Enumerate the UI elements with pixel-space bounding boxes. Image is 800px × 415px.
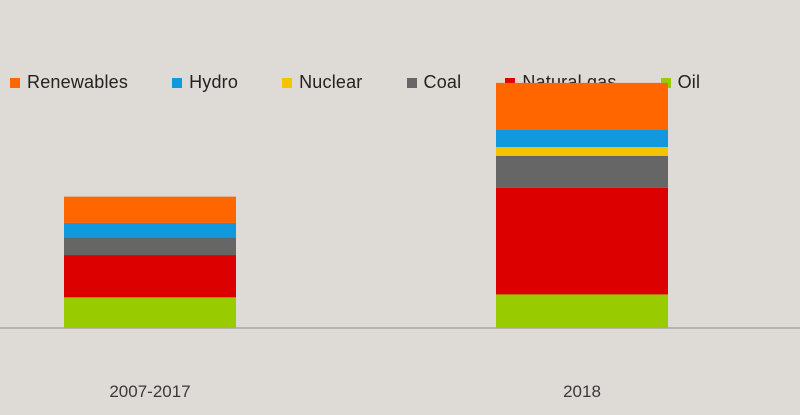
bar-segment-2007-2017-oil	[64, 297, 236, 328]
bar-segment-2018-oil	[496, 294, 668, 328]
legend-item-nuclear: Nuclear	[282, 72, 362, 93]
bar-segment-2007-2017-hydro	[64, 222, 236, 238]
legend-swatch-natural-gas	[505, 77, 516, 88]
bar-segment-2007-2017-renewables	[64, 196, 236, 223]
bar-segment-2018-nuclear	[496, 147, 668, 156]
legend-swatch-nuclear	[282, 77, 293, 88]
legend-label-renewables: Renewables	[27, 72, 129, 92]
legend-item-oil: Oil	[660, 72, 701, 93]
legend-swatch-hydro	[172, 77, 183, 88]
category-labels: 2007-2017 2018	[109, 382, 601, 401]
legend-swatch-renewables	[10, 77, 20, 88]
bar-segment-2018-renewables	[496, 82, 668, 130]
bar-segment-2018-hydro	[496, 129, 668, 148]
bar-stacks	[64, 82, 668, 328]
legend-swatch-coal	[406, 77, 417, 88]
legend-label-oil: Oil	[677, 72, 701, 92]
category-label-2007-2017: 2007-2017	[109, 382, 190, 401]
legend-item-coal: Coal	[406, 72, 462, 93]
legend-label-hydro: Hydro	[189, 72, 239, 92]
legend-item-hydro: Hydro	[172, 72, 238, 93]
legend-swatch-oil	[660, 77, 671, 88]
bar-segment-2007-2017-coal	[64, 237, 236, 256]
bar-segment-2018-coal	[496, 155, 668, 188]
category-label-2018: 2018	[563, 382, 601, 401]
legend-label-nuclear: Nuclear	[299, 72, 363, 92]
legend-label-coal: Coal	[423, 72, 462, 92]
bar-segment-2007-2017-natural-gas	[64, 255, 236, 298]
bar-segment-2018-natural-gas	[496, 187, 668, 295]
legend-item-renewables: Renewables	[10, 72, 128, 93]
